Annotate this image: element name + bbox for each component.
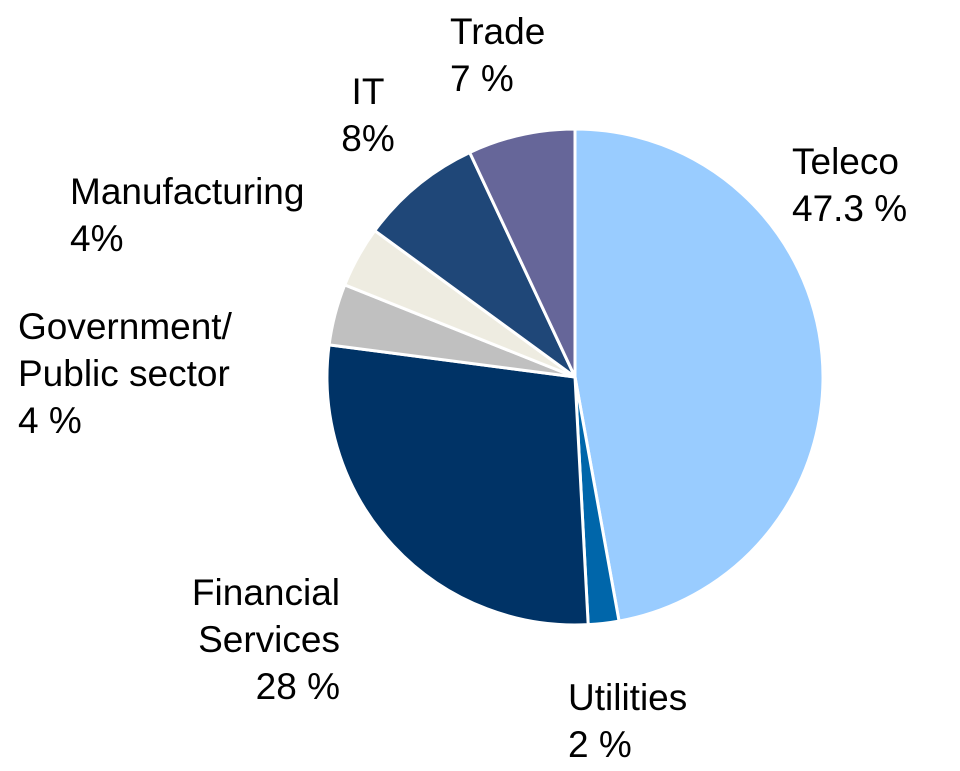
slice-label: Manufacturing 4% [70,168,304,262]
slice-label: IT 8% [320,68,416,162]
value-label: 28 % [255,666,340,707]
slice-label: Government/ Public sector 4 % [18,303,232,444]
category-label: Trade [450,11,546,52]
pie-slice [573,127,825,623]
slice-label: Financial Services 28 % [140,569,340,710]
value-label: 8% [341,118,395,159]
slice-label: Teleco 47.3 % [792,138,907,232]
value-label: 7 % [450,58,514,99]
value-label: 4 % [18,400,82,441]
pie-slice [325,343,590,627]
category-label: Manufacturing [70,171,305,212]
value-label: 4% [70,218,124,259]
category-label: Teleco [792,141,899,182]
pie-slice [467,127,577,378]
slice-label: Trade 7 % [450,8,545,102]
value-label: 2 % [568,724,632,765]
category-label: IT [351,71,385,112]
value-label: 47.3 % [792,188,908,229]
category-label: Utilities [568,677,688,718]
category-label: Financial Services [191,572,340,660]
pie-slice [372,150,577,379]
category-label: Government/ Public sector [18,306,232,394]
slice-label: Utilities 2 % [568,674,687,768]
